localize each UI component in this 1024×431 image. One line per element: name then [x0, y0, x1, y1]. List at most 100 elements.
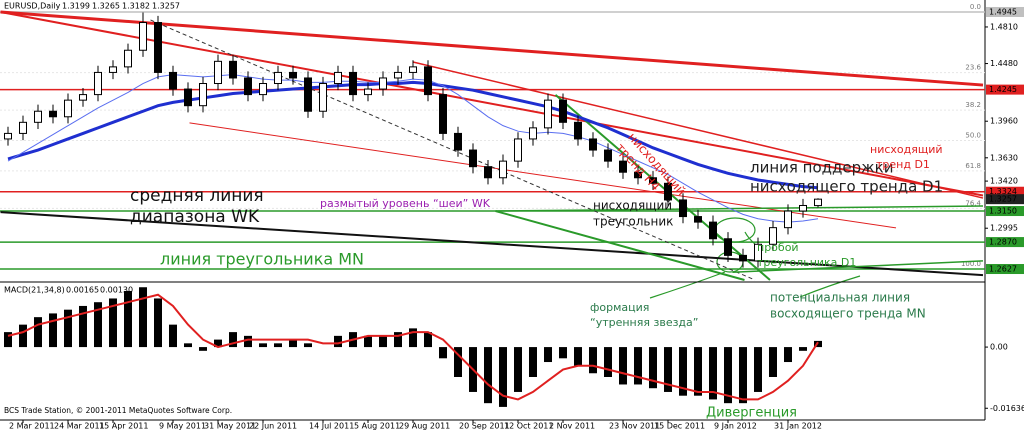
candle-body [754, 243, 762, 262]
candle-body [259, 83, 267, 96]
candle-body [109, 66, 117, 73]
candle-body [334, 71, 342, 85]
candle-body [64, 99, 72, 118]
candle-body [169, 71, 177, 90]
macd-bar [394, 332, 402, 348]
fibo-label: 0.0 [970, 3, 981, 11]
annotation: Дивергенция [706, 406, 797, 421]
annotation: диапазона WK [130, 207, 260, 227]
annotation: восходящего тренда MN [770, 307, 926, 321]
candle-body [589, 138, 597, 151]
candle-body [214, 60, 222, 85]
macd-bar [694, 347, 702, 396]
candle-body [679, 199, 687, 218]
macd-bar [649, 347, 657, 389]
annotation: треугольник [593, 215, 673, 229]
trendline [0, 211, 984, 277]
candle-body [379, 77, 387, 90]
annotation: потенциальная линия [770, 291, 910, 305]
y-tick-label: 1.3420 [990, 177, 1018, 186]
macd-bar [274, 343, 282, 348]
candle-body [184, 88, 192, 107]
x-tick-label: 22 Jun 2011 [249, 422, 297, 431]
candle-body [664, 182, 672, 201]
macd-bar [634, 347, 642, 385]
moving-average [7, 80, 819, 190]
macd-bar [769, 347, 777, 377]
macd-bar [19, 324, 27, 348]
level-label: 1.4945 [989, 7, 1017, 16]
macd-bar [49, 313, 57, 348]
candle-body [124, 49, 132, 68]
candle-body [289, 71, 297, 79]
macd-bar [379, 335, 387, 348]
trendline [732, 260, 984, 273]
candle-body [784, 210, 792, 229]
level-label: 1.2870 [989, 238, 1017, 247]
candle-body [424, 66, 432, 96]
macd-bar [574, 347, 582, 366]
level-tag [986, 237, 1024, 248]
candle-body [274, 71, 282, 85]
macd-bar [544, 347, 552, 363]
y-tick-label: 0.00 [990, 343, 1008, 352]
macd-bar [289, 339, 297, 348]
annotation: формация [590, 301, 649, 314]
macd-bar [169, 324, 177, 348]
arrow [744, 231, 756, 245]
header-value: 1.3199 [62, 2, 90, 11]
candle-body [79, 94, 87, 101]
x-tick-label: 23 Nov 2011 [609, 422, 660, 431]
arrow [649, 271, 726, 299]
copyright: BCS Trade Station, © 2001-2011 MetaQuote… [4, 406, 232, 415]
macd-bar [754, 347, 762, 392]
macd-bar [799, 347, 807, 351]
trendline [495, 210, 745, 281]
macd-bar [364, 335, 372, 348]
level-tag [986, 186, 1024, 197]
candle-body [409, 66, 417, 73]
candle-body [154, 22, 162, 73]
candle-body [559, 99, 567, 123]
candle-body [484, 166, 492, 179]
candle-body [34, 110, 42, 123]
macd-bar [94, 302, 102, 348]
level-label: 1.3324 [989, 187, 1017, 196]
x-tick-label: 9 May 2011 [159, 422, 206, 431]
candle-body [544, 99, 552, 129]
level-label: 1.3257 [989, 195, 1017, 204]
macd-title: MACD(21,34,8) [4, 286, 65, 295]
fibo-label: 100.0 [961, 260, 981, 268]
macd-bar [109, 298, 117, 348]
fibo-label: 76.4 [965, 199, 981, 207]
x-tick-label: 2 Nov 2011 [549, 422, 595, 431]
candle-body [454, 132, 462, 151]
macd-bar [709, 347, 717, 400]
annotation: тренд D1 [876, 158, 930, 171]
macd-bar [184, 343, 192, 348]
trendline [554, 94, 771, 281]
trendline [189, 122, 897, 229]
candle-body [49, 110, 57, 118]
annotation: пробой [757, 241, 799, 254]
fibo-label: 61.8 [965, 162, 981, 170]
candle-body [199, 83, 207, 107]
macd-bar [679, 347, 687, 396]
x-tick-label: 2 Mar 2011 [9, 422, 55, 431]
level-tag [986, 6, 1024, 17]
candle-body [139, 22, 147, 51]
candle-body [739, 254, 747, 262]
x-tick-label: 29 Aug 2011 [399, 422, 450, 431]
x-tick-label: 31 May 2011 [204, 422, 256, 431]
fibo-label: 38.2 [965, 101, 981, 109]
candle-body [19, 121, 27, 134]
macd-bar [454, 347, 462, 377]
candle-body [4, 132, 12, 140]
candle-body [394, 71, 402, 79]
macd-bar [259, 343, 267, 348]
x-tick-label: 15 Apr 2011 [99, 422, 148, 431]
level-label: 1.4245 [989, 85, 1017, 94]
arrow [799, 275, 861, 298]
candle-body [619, 160, 627, 173]
macd-bar [199, 347, 207, 351]
